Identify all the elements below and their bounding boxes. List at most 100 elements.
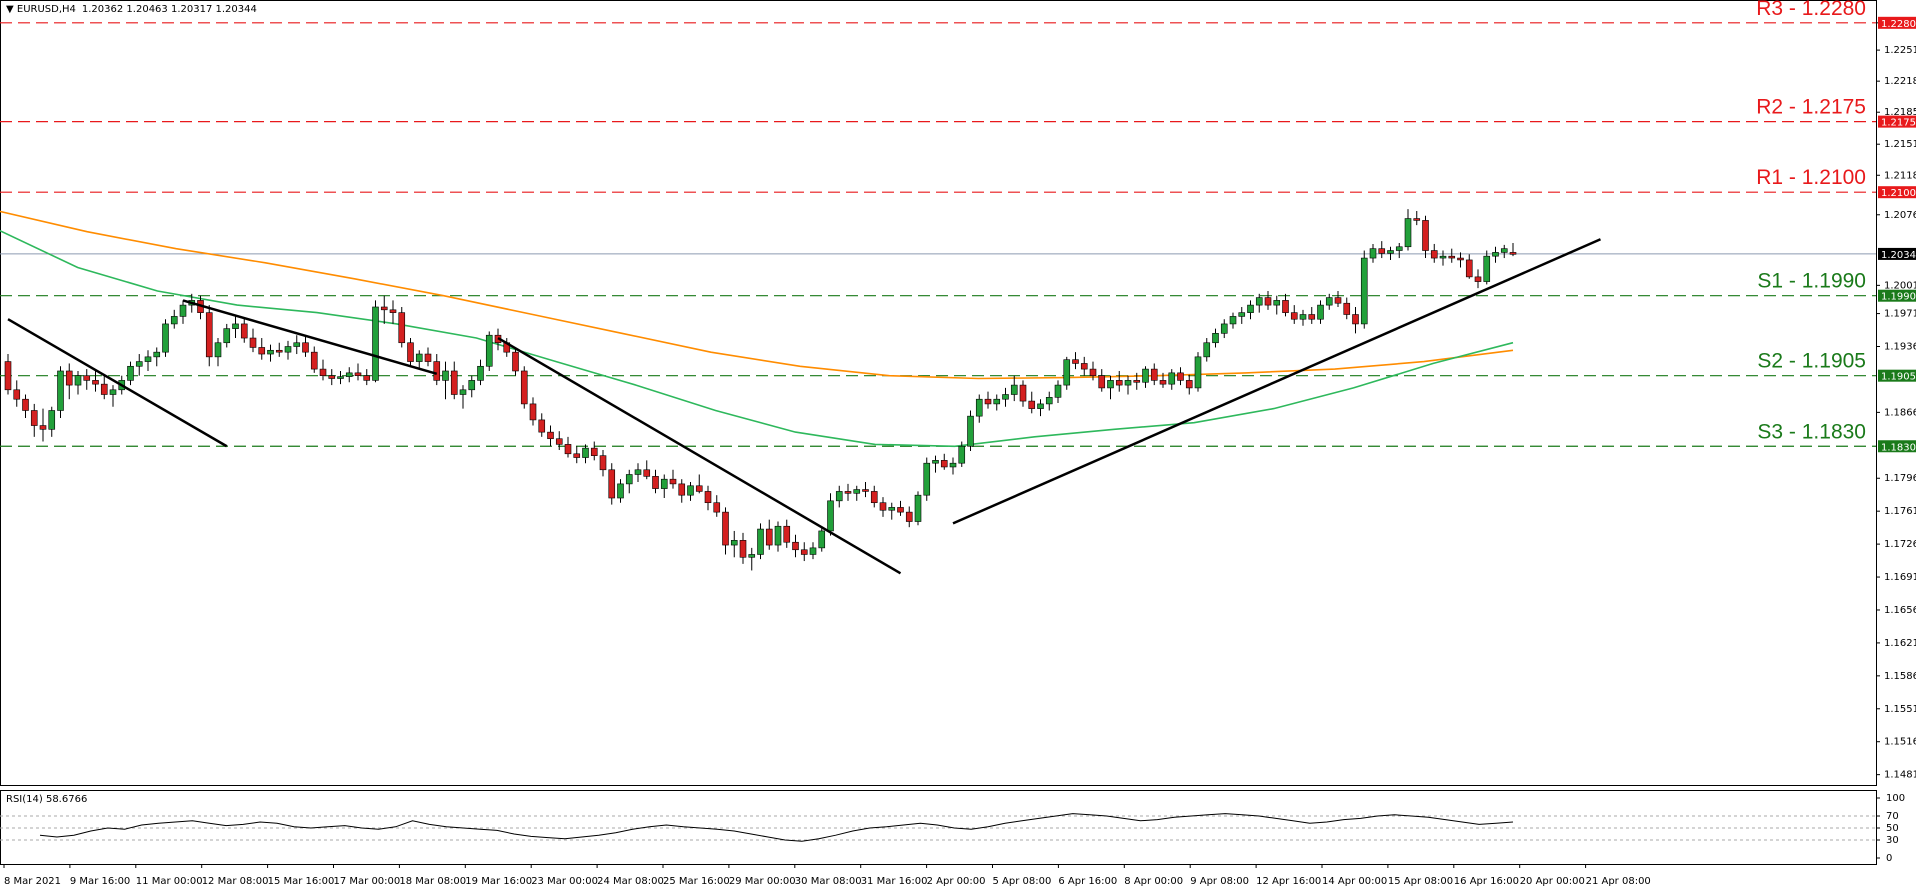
time-tick-label: 25 Mar 16:00	[663, 876, 730, 887]
candle	[1483, 250, 1491, 285]
candle-body	[459, 389, 467, 395]
candle-body	[258, 347, 266, 355]
time-tick-label: 21 Apr 08:00	[1586, 876, 1651, 887]
candle-body	[48, 410, 56, 430]
candle	[555, 431, 563, 451]
level-price-tag	[1878, 115, 1916, 128]
candle	[223, 323, 231, 348]
candle	[520, 366, 528, 409]
candle	[1089, 361, 1097, 381]
candle	[573, 446, 581, 464]
candle	[1369, 243, 1377, 263]
candle	[398, 306, 406, 348]
candle	[39, 408, 47, 442]
candle	[1439, 250, 1447, 266]
candle	[722, 507, 729, 555]
candle	[923, 457, 931, 501]
candle-body	[853, 489, 861, 494]
trendline	[7, 318, 228, 448]
candle	[695, 474, 703, 494]
candle-body	[135, 361, 143, 367]
candle	[1098, 369, 1106, 392]
candle-body	[1107, 380, 1114, 389]
candle-body	[232, 323, 239, 329]
candle	[538, 413, 546, 437]
candle	[967, 410, 974, 451]
candle-body	[4, 361, 12, 391]
candle	[1422, 215, 1429, 259]
level-price-tag-label: 1.19050	[1881, 372, 1916, 383]
candle	[153, 347, 161, 367]
candle	[337, 370, 344, 385]
candle-body	[267, 349, 274, 355]
candle	[634, 463, 642, 483]
candle-body	[1422, 220, 1429, 251]
price-tick-label: 1.20760	[1884, 210, 1916, 221]
candle	[1343, 297, 1351, 320]
level-price-tag	[1878, 16, 1916, 29]
candle	[1299, 309, 1307, 326]
price-tick-label: 1.16910	[1884, 572, 1916, 583]
time-tick-label: 15 Apr 08:00	[1388, 876, 1453, 887]
candle-body	[162, 323, 169, 353]
candle-body	[1220, 323, 1228, 334]
candle	[669, 469, 677, 489]
candle	[380, 295, 388, 324]
candle-body	[1212, 333, 1219, 344]
symbol-label: EURUSD,H4	[17, 4, 76, 15]
time-tick-label: 23 Mar 00:00	[531, 876, 598, 887]
candle-body	[92, 380, 99, 385]
candle	[529, 397, 537, 426]
level-label-r3: R3 - 1.2280	[1756, 0, 1866, 20]
candle	[748, 547, 756, 571]
candle-body	[1378, 248, 1386, 254]
candle-body	[1010, 384, 1018, 395]
candle	[870, 485, 878, 508]
candle	[258, 338, 266, 360]
candle-body	[1019, 384, 1027, 402]
level-price-tag-label: 1.21000	[1881, 188, 1916, 199]
trendline	[182, 299, 438, 375]
candle-body	[39, 425, 47, 430]
candle	[1290, 305, 1298, 324]
candle	[433, 354, 441, 386]
candle	[1150, 363, 1158, 386]
candle-body	[345, 372, 353, 377]
candle-body	[1448, 255, 1456, 259]
candle-body	[765, 528, 773, 546]
candle	[835, 485, 843, 508]
level-price-tag-label: 1.19900	[1881, 292, 1916, 303]
candle-body	[1002, 394, 1009, 400]
candle	[1352, 306, 1359, 334]
candle	[932, 455, 939, 473]
time-tick-label: 9 Mar 16:00	[70, 876, 130, 887]
candle	[809, 542, 817, 560]
candle-body	[923, 462, 931, 496]
candle-body	[337, 376, 344, 379]
candle-body	[1115, 380, 1123, 386]
price-tick-label: 1.19710	[1884, 309, 1916, 320]
time-tick-label: 20 Apr 00:00	[1520, 876, 1585, 887]
candle-body	[1229, 316, 1237, 325]
candle-body	[1159, 380, 1167, 385]
candle	[1457, 252, 1464, 268]
rsi-tick-label: 100	[1886, 793, 1905, 804]
candle-body	[993, 398, 1001, 405]
candle	[678, 479, 686, 503]
rsi-tick-label: 0	[1886, 853, 1892, 864]
candle-body	[1142, 368, 1149, 383]
time-tick-label: 5 Apr 08:00	[993, 876, 1052, 887]
candle-body	[643, 469, 651, 477]
candle-body	[127, 365, 134, 381]
candle	[1509, 243, 1517, 257]
candle-body	[1352, 314, 1359, 325]
candle-body	[433, 361, 441, 381]
candle-body	[905, 511, 913, 522]
main-panel-frame	[0, 0, 1877, 786]
candle	[1474, 269, 1482, 289]
candle	[372, 300, 379, 383]
candle-body	[940, 460, 948, 468]
candle	[827, 493, 834, 536]
candle	[1500, 244, 1508, 259]
candle	[1010, 375, 1018, 402]
